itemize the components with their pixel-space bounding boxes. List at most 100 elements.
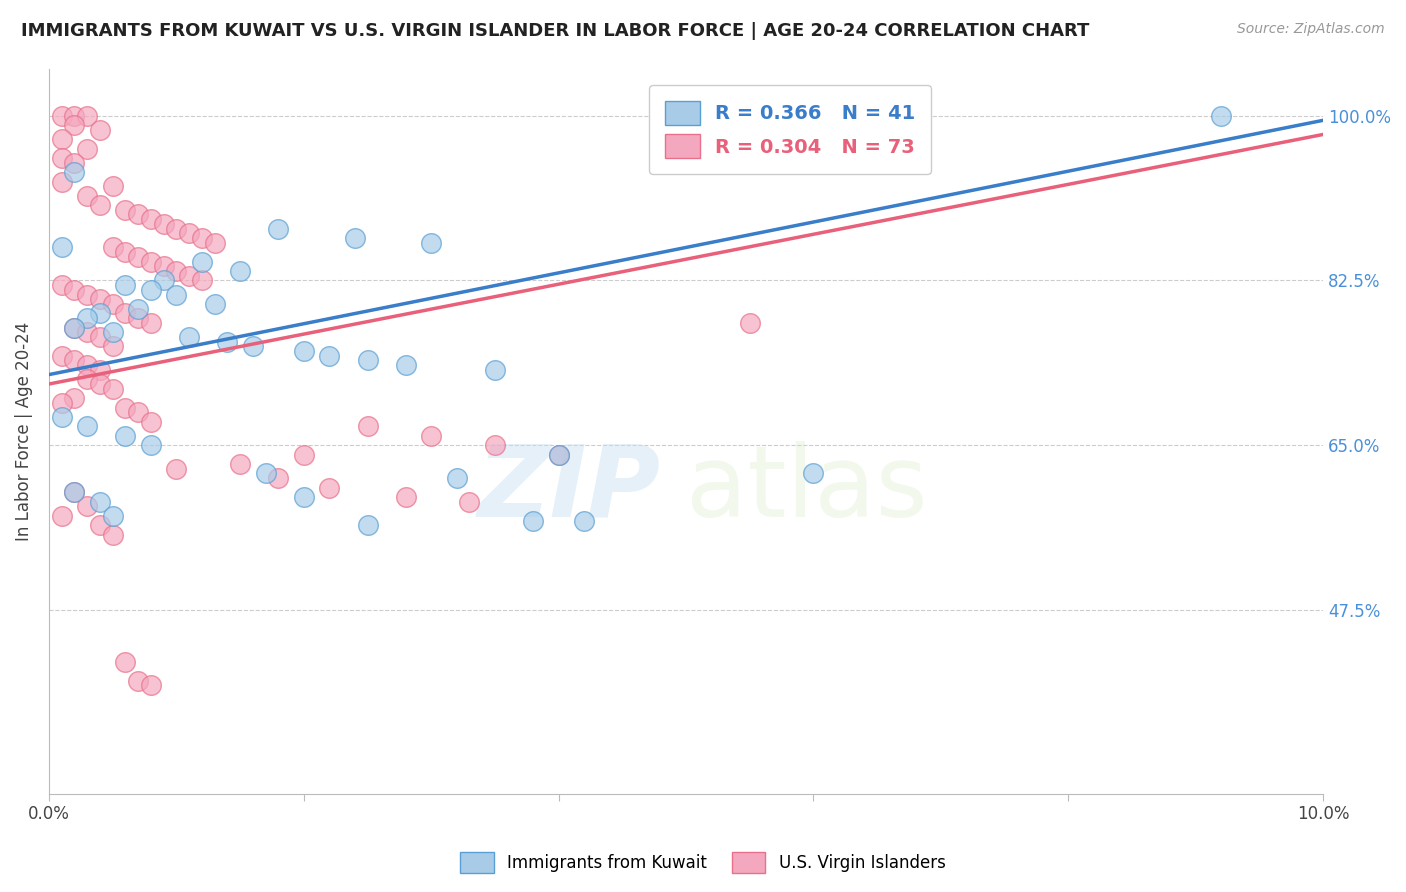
Point xyxy=(204,235,226,250)
Point xyxy=(522,514,544,528)
Point xyxy=(89,377,111,392)
Point xyxy=(127,250,149,264)
Point xyxy=(229,457,252,471)
Point xyxy=(114,655,136,669)
Point xyxy=(51,175,73,189)
Point xyxy=(139,254,162,268)
Point xyxy=(76,287,98,301)
Point xyxy=(63,109,86,123)
Point xyxy=(547,448,569,462)
Point xyxy=(63,391,86,405)
Point xyxy=(267,221,290,235)
Point xyxy=(191,273,214,287)
Point xyxy=(446,471,468,485)
Point xyxy=(179,227,201,241)
Point xyxy=(484,363,506,377)
Point xyxy=(152,217,174,231)
Point xyxy=(139,678,162,692)
Point xyxy=(63,320,86,334)
Point xyxy=(76,142,98,156)
Point xyxy=(89,292,111,306)
Point xyxy=(179,330,201,344)
Point xyxy=(114,401,136,415)
Point xyxy=(51,396,73,410)
Point xyxy=(165,462,187,476)
Point xyxy=(204,297,226,311)
Point xyxy=(89,122,111,136)
Point xyxy=(89,494,111,508)
Point xyxy=(89,198,111,212)
Point xyxy=(51,109,73,123)
Legend: Immigrants from Kuwait, U.S. Virgin Islanders: Immigrants from Kuwait, U.S. Virgin Isla… xyxy=(454,846,952,880)
Point xyxy=(395,358,418,372)
Point xyxy=(114,306,136,320)
Point xyxy=(76,109,98,123)
Point xyxy=(76,500,98,514)
Point xyxy=(114,202,136,217)
Point xyxy=(458,494,481,508)
Point xyxy=(89,518,111,533)
Point xyxy=(63,165,86,179)
Point xyxy=(395,490,418,504)
Point xyxy=(89,330,111,344)
Point xyxy=(217,334,239,349)
Legend: R = 0.366   N = 41, R = 0.304   N = 73: R = 0.366 N = 41, R = 0.304 N = 73 xyxy=(650,86,931,174)
Point xyxy=(101,325,124,339)
Point xyxy=(229,264,252,278)
Point xyxy=(114,245,136,260)
Point xyxy=(101,527,124,541)
Point xyxy=(127,301,149,316)
Point xyxy=(356,518,378,533)
Point xyxy=(292,490,315,504)
Point xyxy=(139,415,162,429)
Point xyxy=(63,485,86,500)
Point xyxy=(127,405,149,419)
Point xyxy=(356,419,378,434)
Point xyxy=(101,339,124,353)
Point xyxy=(51,278,73,293)
Point xyxy=(318,481,340,495)
Point xyxy=(152,273,174,287)
Point xyxy=(165,221,187,235)
Y-axis label: In Labor Force | Age 20-24: In Labor Force | Age 20-24 xyxy=(15,321,32,541)
Point xyxy=(101,297,124,311)
Point xyxy=(803,467,825,481)
Point xyxy=(63,155,86,169)
Text: atlas: atlas xyxy=(686,441,928,538)
Point xyxy=(254,467,277,481)
Point xyxy=(76,325,98,339)
Point xyxy=(547,448,569,462)
Point xyxy=(165,287,187,301)
Point xyxy=(127,311,149,326)
Point xyxy=(572,514,595,528)
Text: Source: ZipAtlas.com: Source: ZipAtlas.com xyxy=(1237,22,1385,37)
Point xyxy=(1211,109,1233,123)
Point xyxy=(63,353,86,368)
Point xyxy=(51,349,73,363)
Text: ZIP: ZIP xyxy=(478,441,661,538)
Point xyxy=(191,254,214,268)
Point xyxy=(51,508,73,523)
Point xyxy=(76,311,98,326)
Point xyxy=(63,283,86,297)
Point xyxy=(51,132,73,146)
Point xyxy=(114,429,136,443)
Point xyxy=(89,363,111,377)
Point xyxy=(292,344,315,359)
Point xyxy=(356,353,378,368)
Point xyxy=(51,409,73,424)
Point xyxy=(101,508,124,523)
Point xyxy=(114,278,136,293)
Point xyxy=(101,240,124,254)
Point xyxy=(63,485,86,500)
Point xyxy=(127,207,149,221)
Point xyxy=(76,419,98,434)
Point xyxy=(89,306,111,320)
Point xyxy=(738,316,761,330)
Point xyxy=(127,673,149,688)
Point xyxy=(76,188,98,202)
Point xyxy=(242,339,264,353)
Point xyxy=(152,260,174,274)
Point xyxy=(51,240,73,254)
Point xyxy=(267,471,290,485)
